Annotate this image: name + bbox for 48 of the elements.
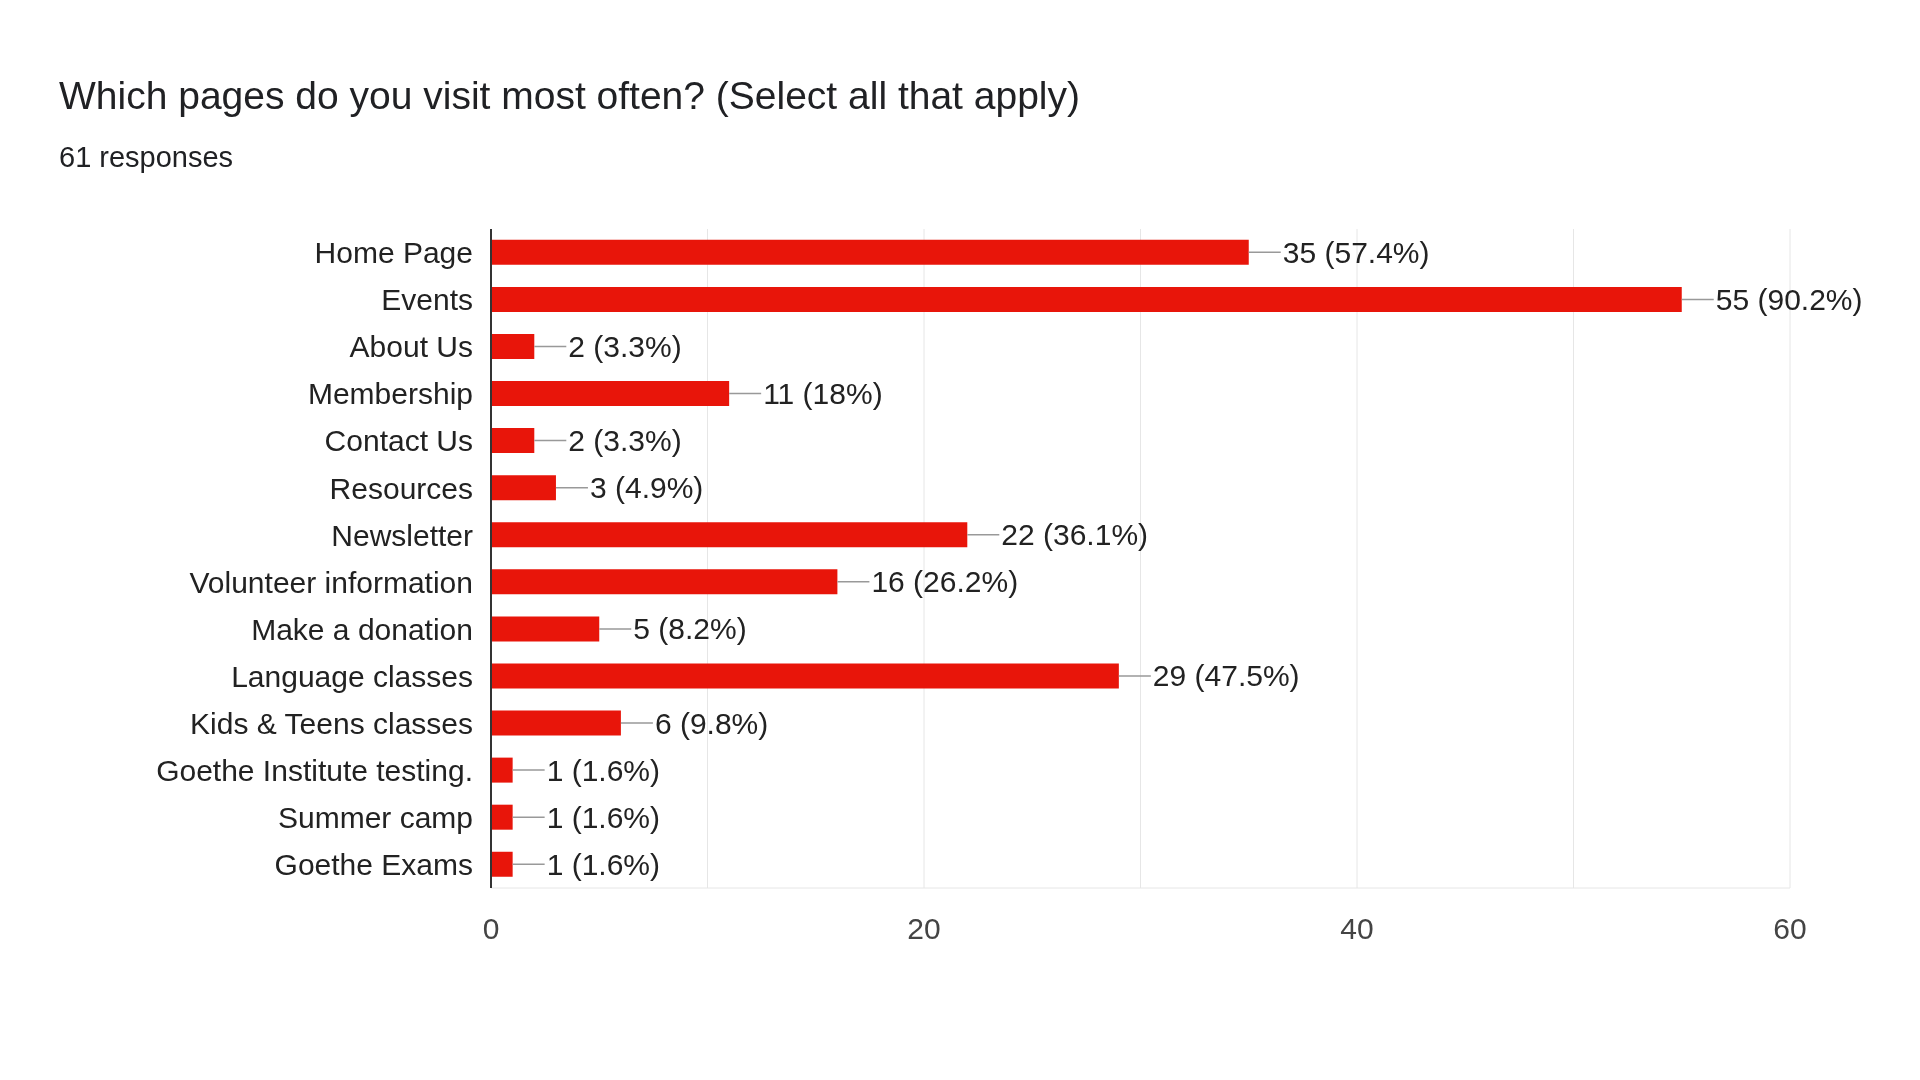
data-label: 11 (18%) [763, 377, 883, 411]
data-label: 35 (57.4%) [1282, 235, 1430, 269]
bar [491, 475, 556, 501]
bar [491, 381, 730, 407]
y-tick-label: Home Page [314, 236, 473, 270]
data-label: 1 (1.6%) [546, 753, 661, 787]
data-label: 3 (4.9%) [589, 471, 704, 505]
bar [491, 428, 535, 454]
data-label: 2 (3.3%) [568, 424, 682, 458]
data-label: 22 (36.1%) [1001, 518, 1149, 552]
y-tick-label: Volunteer information [189, 565, 473, 599]
data-label: 2 (3.3%) [568, 329, 682, 363]
bar [491, 286, 1682, 312]
text: 61 responses [59, 141, 234, 174]
data-label: 29 (47.5%) [1152, 659, 1300, 693]
y-tick-label: Newsletter [331, 518, 473, 552]
data-label: 16 (26.2%) [871, 565, 1019, 599]
bar [491, 851, 513, 877]
y-tick-label: Kids & Teens classes [190, 706, 473, 740]
x-tick-label: 60 [1773, 912, 1807, 946]
chart-title: Which pages do you visit most often? (Select all that apply) [59, 74, 1081, 118]
y-tick-label: Contact Us [324, 424, 473, 458]
bar [491, 710, 621, 736]
y-tick-label: Summer camp [277, 801, 473, 835]
bar [491, 804, 513, 830]
bar [491, 522, 968, 548]
x-tick-label: 0 [482, 912, 500, 946]
data-label: 6 (9.8%) [654, 706, 769, 740]
y-tick-label: Resources [329, 471, 473, 505]
y-tick-label: Events [381, 283, 473, 317]
bar [491, 239, 1249, 265]
y-tick-label: Goethe Institute testing. [156, 753, 473, 787]
data-label: 55 (90.2%) [1715, 282, 1863, 316]
data-label: 5 (8.2%) [633, 612, 747, 646]
bar [491, 616, 600, 642]
bar [491, 333, 535, 359]
y-tick-label: Make a donation [251, 612, 473, 646]
data-label: 1 (1.6%) [546, 800, 661, 834]
bar [491, 663, 1119, 689]
y-tick-label: Language classes [231, 659, 473, 693]
data-label: 1 (1.6%) [546, 847, 661, 881]
bar [491, 757, 513, 783]
x-tick-label: 20 [907, 912, 941, 946]
y-tick-label: Membership [307, 377, 473, 411]
y-tick-label: Goethe Exams [274, 848, 473, 882]
bar [491, 569, 838, 595]
x-tick-label: 40 [1340, 912, 1374, 946]
y-tick-label: About Us [349, 330, 473, 364]
